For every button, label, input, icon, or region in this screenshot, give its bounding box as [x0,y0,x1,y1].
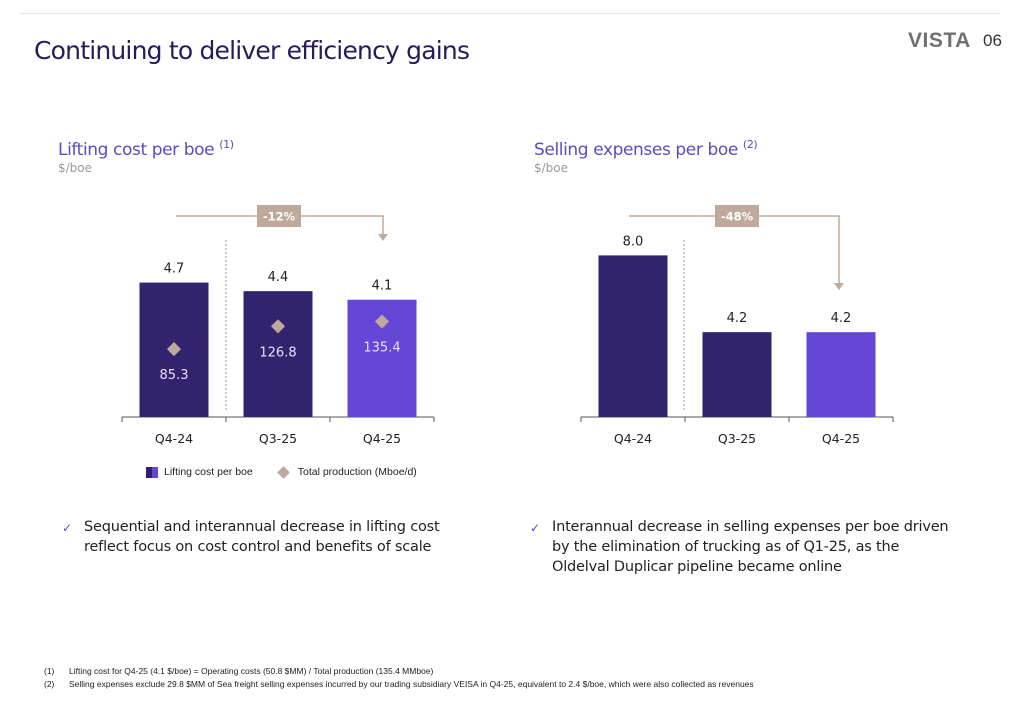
footnote-number: (2) [44,679,55,689]
footnotes: (1) Lifting cost for Q4-25 (4.1 $/boe) =… [44,665,754,691]
production-value-label: 126.8 [259,345,296,360]
x-tick-label: Q4-25 [822,431,860,446]
bar [806,332,876,417]
production-marker [166,342,182,357]
footnote-1: (1) Lifting cost for Q4-25 (4.1 $/boe) =… [44,665,754,678]
footnote-number: (1) [44,666,55,676]
change-badge [715,205,759,227]
bar-value-label: 4.7 [164,262,185,277]
chart-title-text: Selling expenses per boe [534,140,738,160]
arrow-down-icon [378,234,388,241]
production-marker [374,314,390,329]
lifting-cost-unit: $/boe [58,161,93,175]
chart-title-footnote: (2) [742,138,758,151]
page-title: Continuing to deliver efficiency gains [34,36,470,65]
arrow-down-icon [834,283,844,290]
bullet-selling-expenses: ✓ Interannual decrease in selling expens… [530,517,950,577]
x-tick-label: Q3-25 [259,431,297,446]
legend-bar-swatch [146,466,158,478]
bar-value-label: 4.1 [372,279,393,294]
change-connector-line [176,215,384,235]
bullet-text: Sequential and interannual decrease in l… [84,519,440,555]
footnote-text: Lifting cost for Q4-25 (4.1 $/boe) = Ope… [69,666,434,676]
x-tick-label: Q4-25 [363,431,401,446]
bar-value-label: 4.2 [727,311,748,326]
production-value-label: 85.3 [160,368,189,383]
checkmark-icon: ✓ [530,521,540,535]
page-number: 06 [983,31,1002,50]
footnote-2: (2) Selling expenses exclude 29.8 $MM of… [44,678,754,691]
legend-diamond-icon [276,465,290,479]
x-tick-label: Q4-24 [614,431,652,446]
legend-label-production: Total production (Mboe/d) [297,466,417,478]
chart-title-text: Lifting cost per boe [58,140,215,160]
bar-value-label: 4.4 [268,270,289,285]
bar [702,332,772,417]
x-tick-label: Q4-24 [155,431,193,446]
top-divider [20,13,1000,14]
footnote-text: Selling expenses exclude 29.8 $MM of Sea… [69,679,754,689]
checkmark-icon: ✓ [62,521,72,535]
bar [598,255,668,417]
chart-title-footnote: (1) [219,138,234,151]
change-connector-line [629,215,840,284]
legend-label-lifting-cost: Lifting cost per boe [164,466,253,478]
chart-legend: Lifting cost per boe Total production (M… [146,465,417,479]
selling-expenses-chart-title: Selling expenses per boe (2) [534,138,758,160]
bullet-lifting-cost: ✓ Sequential and interannual decrease in… [62,517,442,557]
production-marker [270,319,286,334]
change-badge [257,205,301,227]
x-tick-label: Q3-25 [718,431,756,446]
bar-value-label: 8.0 [623,234,644,249]
bullet-text: Interannual decrease in selling expenses… [552,519,949,575]
change-badge-label: -12% [263,210,296,224]
bar-value-label: 4.2 [831,311,852,326]
vista-logo: VISTA [908,29,971,52]
lifting-cost-chart-title: Lifting cost per boe (1) [58,138,234,160]
change-badge-label: -48% [721,210,754,224]
bar [243,291,313,417]
production-value-label: 135.4 [363,341,400,356]
selling-expenses-unit: $/boe [534,161,569,175]
